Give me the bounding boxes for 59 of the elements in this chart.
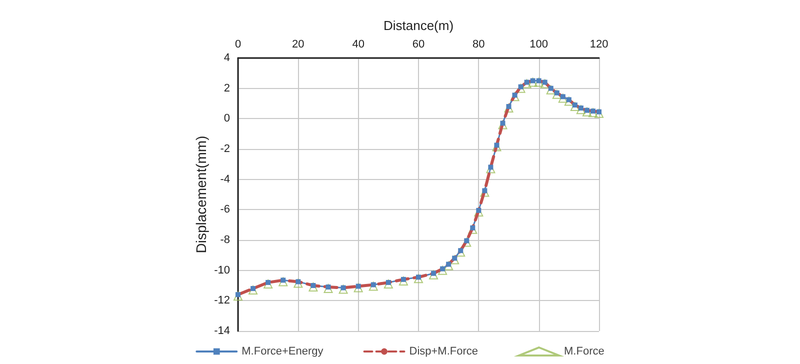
point: [248, 286, 258, 295]
point: [234, 292, 242, 301]
point: [494, 142, 500, 148]
y-tick-label: -12: [214, 294, 230, 307]
point: [594, 108, 604, 118]
point: [368, 282, 378, 291]
point: [528, 78, 538, 87]
point: [444, 261, 454, 270]
y-tick-label: -10: [214, 264, 230, 276]
point: [429, 270, 438, 280]
y-tick-label: 4: [224, 52, 230, 64]
point: [294, 278, 303, 288]
point: [338, 284, 348, 294]
point: [564, 96, 574, 106]
x-tick-label: 20: [292, 38, 304, 50]
legend-label: M.Force+Energy: [242, 346, 324, 358]
point: [576, 105, 586, 114]
x-tick-label: 40: [352, 38, 364, 50]
point: [522, 79, 532, 88]
point: [308, 282, 318, 292]
y-tick-label: -2: [220, 143, 230, 155]
point: [570, 102, 580, 112]
x-tick-label: 80: [472, 38, 485, 50]
point: [558, 94, 568, 103]
point: [588, 108, 598, 118]
y-tick-label: -4: [220, 173, 230, 186]
point: [398, 276, 408, 286]
x-tick-label: 120: [590, 38, 608, 50]
y-tick-label: -14: [214, 325, 230, 337]
y-tick-label: 0: [224, 112, 230, 125]
point: [534, 78, 544, 87]
point: [456, 248, 466, 257]
point: [540, 79, 550, 88]
point: [582, 107, 592, 116]
legend-label: Disp+M.Force: [409, 346, 478, 358]
point: [552, 90, 562, 99]
x-tick-label: 0: [234, 38, 242, 50]
point: [510, 92, 520, 102]
point: [498, 120, 508, 130]
point: [480, 188, 490, 197]
point: [324, 284, 333, 294]
x-axis-title: Distance(m): [383, 18, 454, 33]
x-tick-label: 100: [530, 38, 548, 50]
point: [354, 283, 363, 292]
point: [488, 164, 494, 170]
point: [414, 274, 423, 284]
y-tick-label: 2: [224, 82, 230, 94]
point: [546, 85, 556, 94]
point: [278, 277, 288, 286]
point: [504, 104, 514, 113]
point: [384, 279, 393, 288]
y-tick-label: -6: [220, 204, 230, 216]
y-axis-title: Displacement(mm): [193, 136, 209, 254]
point: [438, 266, 448, 275]
x-tick-label: 60: [412, 38, 425, 50]
point: [264, 279, 273, 288]
y-tick-label: -8: [220, 234, 230, 246]
point: [450, 255, 460, 264]
legend-label: M.Force: [564, 346, 604, 358]
